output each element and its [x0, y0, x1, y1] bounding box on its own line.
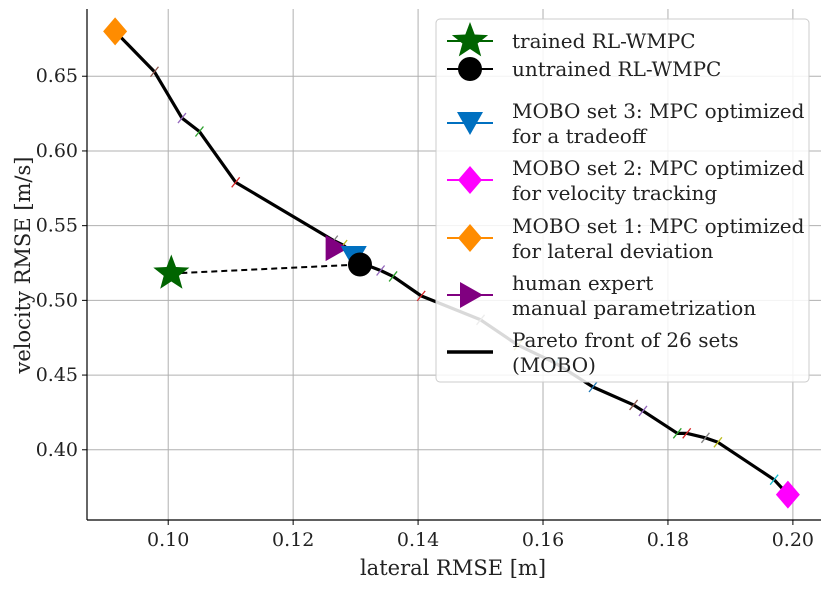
y-tick-label-2: 0.50 [36, 289, 78, 311]
legend-label-5-1: manual parametrization [512, 296, 756, 320]
mobo-set-1-marker [103, 17, 128, 46]
pareto-point-18 [638, 405, 648, 417]
pareto-point-19 [672, 427, 682, 439]
x-axis-label: lateral RMSE [m] [360, 556, 546, 580]
x-tick-label-0: 0.10 [147, 529, 189, 551]
legend-label-6-1: (MOBO) [512, 353, 596, 377]
mobo-set-2-marker [775, 480, 800, 509]
pareto-point-20 [682, 427, 692, 439]
pareto-point-10 [376, 265, 386, 276]
y-axis-label: velocity RMSE [m/s] [11, 157, 35, 375]
legend-marker-5 [460, 282, 483, 308]
pareto-point-4 [231, 176, 241, 188]
pareto-point-21 [700, 432, 710, 444]
untrained-rl-wmpc-marker [347, 252, 372, 277]
pareto-point-17 [629, 399, 639, 411]
pareto-point-11 [388, 271, 398, 282]
pareto-point-16 [588, 381, 598, 393]
legend-marker-1 [458, 57, 482, 81]
axes: 0.10 0.12 0.14 0.16 0.18 0.20 0.40 0.45 0.50 0.55… [36, 9, 821, 551]
pareto-point-2 [177, 112, 187, 124]
trained-rl-wmpc-marker [153, 254, 190, 289]
legend: trained RL-WMPC untrained RL-WMPC MOBO set… [435, 18, 810, 383]
legend-marker-0 [451, 22, 489, 57]
pareto-point-22 [713, 436, 723, 448]
y-tick-label-5: 0.65 [36, 65, 78, 87]
legend-label-0-0: trained RL-WMPC [512, 29, 696, 53]
rl-connector-line [171, 263, 361, 275]
x-tick-label-5: 0.20 [772, 529, 814, 551]
y-tick-label-0: 0.40 [36, 439, 78, 461]
legend-label-5-0: human expert [512, 271, 653, 295]
pareto-point-3 [194, 126, 204, 137]
y-tick-label-4: 0.60 [36, 140, 78, 162]
pareto-point-1 [149, 66, 159, 78]
human-expert-marker [325, 235, 349, 262]
y-tick-label-1: 0.45 [36, 364, 78, 386]
y-tick-label-3: 0.55 [36, 215, 78, 237]
plot-area [103, 17, 800, 509]
x-tick-label-1: 0.12 [272, 529, 314, 551]
legend-label-2-0: MOBO set 3: MPC optimized [512, 99, 805, 123]
legend-box [435, 18, 810, 383]
legend-label-3-1: for velocity tracking [512, 181, 717, 205]
legend-label-1-0: untrained RL-WMPC [512, 57, 721, 81]
legend-label-6-0: Pareto front of 26 sets [512, 328, 739, 352]
x-tick-label-2: 0.14 [397, 529, 439, 551]
legend-label-4-1: for lateral deviation [512, 239, 714, 263]
x-tick-label-3: 0.16 [522, 529, 564, 551]
legend-marker-3 [458, 166, 482, 194]
x-tick-label-4: 0.18 [647, 529, 689, 551]
legend-label-4-0: MOBO set 1: MPC optimized [512, 214, 805, 238]
legend-marker-4 [458, 224, 482, 252]
legend-marker-2 [457, 112, 483, 135]
pareto-point-23 [769, 474, 779, 486]
legend-label-3-0: MOBO set 2: MPC optimized [512, 156, 805, 180]
legend-label-2-1: for a tradeoff [512, 124, 648, 148]
pareto-point-12 [416, 290, 426, 302]
